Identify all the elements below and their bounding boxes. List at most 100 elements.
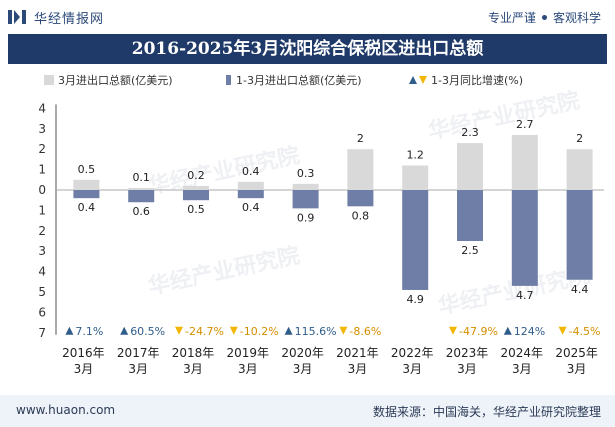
legend-down-triangle-icon: [419, 76, 427, 84]
growth-label: -10.2%: [240, 325, 279, 338]
growth-label: 115.6%: [295, 325, 337, 338]
data-label-march-total: 2.7: [516, 118, 534, 131]
growth-label: 60.5%: [130, 325, 165, 338]
bar-march-total: [566, 149, 593, 190]
growth-down-marker-icon: [339, 326, 348, 335]
data-label-ytd-total: 2.5: [461, 244, 479, 257]
y-tick-label: 2: [38, 142, 46, 156]
bar-ytd-total: [511, 190, 538, 286]
data-label-march-total: 2.3: [461, 126, 479, 139]
legend-swatch-march-total: [44, 75, 54, 85]
brand-name: 华经情报网: [34, 12, 105, 27]
bar-ytd-total: [457, 190, 483, 241]
growth-label: -47.9%: [459, 325, 498, 338]
bar-ytd-total: [292, 190, 319, 209]
x-tick-label: 3月: [238, 362, 258, 376]
x-tick-label: 3月: [457, 362, 477, 376]
growth-down-marker-icon: [175, 326, 183, 335]
growth-label: -8.6%: [349, 325, 381, 338]
x-tick-label: 3月: [183, 362, 203, 376]
growth-down-marker-icon: [558, 326, 567, 335]
bar-ytd-total: [237, 190, 264, 199]
bar-march-total: [292, 183, 319, 190]
growth-up-marker-icon: [120, 326, 129, 335]
chart-title: 2016-2025年3月沈阳综合保税区进出口总额: [8, 34, 607, 64]
x-tick-label: 3月: [74, 362, 94, 376]
data-label-march-total: 1.2: [406, 149, 424, 162]
data-label-ytd-total: 4.7: [516, 289, 534, 302]
bar-march-total: [347, 149, 374, 190]
huajing-logo-icon: [8, 10, 26, 24]
x-tick-label: 3月: [402, 362, 422, 376]
y-tick-label: 0: [38, 183, 46, 197]
x-tick-label: 2025年: [555, 346, 598, 360]
x-tick-label: 3月: [348, 362, 368, 376]
growth-label: 124%: [514, 325, 545, 338]
data-label-ytd-total: 0.5: [187, 203, 205, 216]
y-tick-label: 1: [38, 163, 46, 177]
tagline: 专业严谨 客观科学: [488, 9, 601, 26]
legend-label-march-total: 3月进出口总额(亿美元): [58, 73, 173, 87]
bar-march-total: [128, 187, 155, 190]
y-tick-label: 4: [38, 265, 46, 279]
data-label-march-total: 2: [576, 132, 583, 145]
bar-ytd-total: [347, 190, 374, 207]
top-bar: 华经情报网 专业严谨 客观科学: [0, 0, 615, 34]
x-tick-label: 2021年: [336, 346, 379, 360]
legend-swatch-ytd-total: [226, 75, 231, 85]
x-tick-label: 3月: [512, 362, 532, 376]
data-label-march-total: 0.1: [132, 171, 150, 184]
growth-label: 7.1%: [75, 325, 103, 338]
bar-march-total: [402, 165, 429, 190]
footer-url[interactable]: www.huaon.com: [16, 403, 116, 417]
x-tick-label: 2024年: [501, 346, 544, 360]
bar-ytd-total: [402, 190, 429, 290]
bar-ytd-total: [73, 190, 100, 199]
tagline-left: 专业严谨: [487, 11, 536, 25]
y-tick-label: 1: [38, 203, 46, 217]
data-label-ytd-total: 0.9: [297, 211, 315, 224]
data-label-ytd-total: 0.8: [352, 209, 370, 222]
growth-label: -24.7%: [185, 325, 224, 338]
legend-label-growth: 1-3月同比增速(%): [431, 73, 523, 87]
data-label-march-total: 2: [357, 132, 364, 145]
y-tick-label: 5: [38, 285, 46, 299]
data-label-ytd-total: 4.4: [571, 283, 589, 296]
legend-up-triangle-icon: [409, 76, 417, 84]
watermark-text: 华经产业研究院: [146, 242, 302, 299]
growth-up-marker-icon: [503, 326, 512, 335]
x-tick-label: 2016年: [62, 346, 105, 360]
x-tick-label: 2022年: [391, 346, 434, 360]
x-tick-label: 3月: [128, 362, 148, 376]
data-label-march-total: 0.5: [78, 163, 96, 176]
legend-label-ytd-total: 1-3月进出口总额(亿美元): [236, 73, 362, 87]
y-tick-label: 7: [38, 326, 46, 340]
data-label-march-total: 0.2: [187, 169, 205, 182]
data-source: 数据来源：中国海关，华经产业研究院整理: [372, 405, 601, 419]
bar-march-total: [73, 179, 100, 190]
bar-march-total: [457, 143, 483, 190]
data-label-march-total: 0.4: [242, 165, 260, 178]
y-tick-label: 3: [38, 122, 46, 136]
watermark-text: 华经产业研究院: [426, 87, 582, 144]
x-tick-label: 2023年: [446, 346, 489, 360]
bar-ytd-total: [183, 190, 209, 201]
growth-down-marker-icon: [449, 326, 457, 335]
bar-ytd-total: [128, 190, 155, 203]
bar-march-total: [511, 134, 538, 190]
growth-up-marker-icon: [284, 326, 293, 335]
y-tick-label: 4: [38, 101, 46, 115]
x-tick-label: 2018年: [172, 346, 215, 360]
y-tick-label: 3: [38, 244, 46, 258]
bar-ytd-total: [566, 190, 593, 280]
growth-label: -4.5%: [569, 325, 601, 338]
data-label-ytd-total: 0.6: [132, 205, 150, 218]
growth-up-marker-icon: [65, 326, 74, 335]
data-label-ytd-total: 0.4: [242, 201, 260, 214]
x-tick-label: 3月: [293, 362, 313, 376]
footer: www.huaon.com 数据来源：中国海关，华经产业研究院整理: [0, 395, 615, 427]
x-tick-label: 3月: [567, 362, 587, 376]
tagline-right: 客观科学: [552, 11, 601, 25]
growth-down-marker-icon: [229, 326, 238, 335]
